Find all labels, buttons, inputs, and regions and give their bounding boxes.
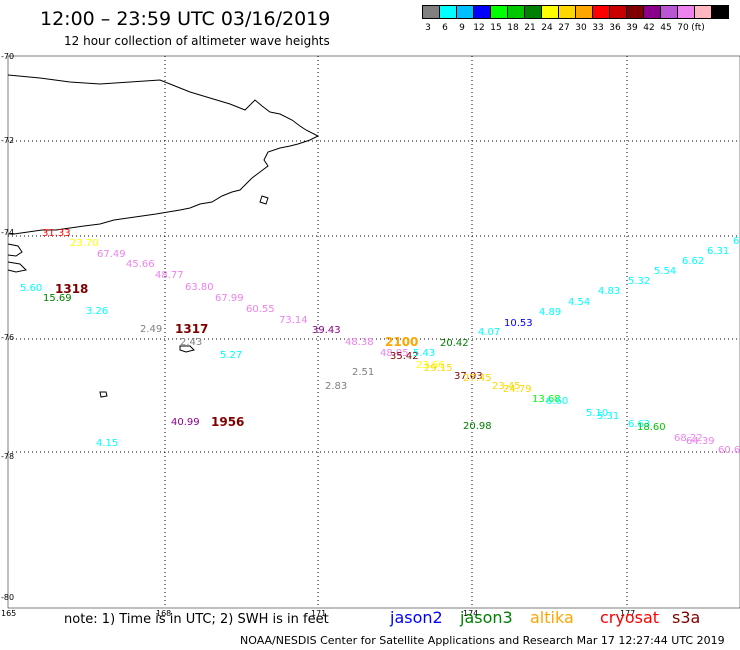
coastline (7, 74, 320, 398)
wave-height-value: 48.38 (345, 337, 374, 348)
wave-height-value: 5.10 (586, 408, 609, 419)
legend-tick: 12 (473, 23, 485, 33)
wave-height-value: 10.53 (504, 318, 533, 329)
map-title: 12:00 – 23:59 UTC 03/16/2019 (40, 8, 331, 30)
wave-height-value: 73.14 (279, 315, 308, 326)
wave-height-value: 40.99 (171, 417, 200, 428)
wave-height-value: 4.07 (478, 327, 501, 338)
wave-height-value: 2.49 (140, 324, 163, 335)
wave-height-value: 5.31 (597, 411, 620, 422)
legend-tick: 30 (575, 23, 587, 33)
lat-label: -78 (1, 452, 15, 461)
wave-height-value: 5.32 (628, 276, 651, 287)
wave-height-value: 4.54 (568, 297, 591, 308)
wave-height-value: 35.42 (390, 351, 419, 362)
satellite-cryosat: cryosat (600, 608, 660, 627)
wave-height-value: 20.42 (440, 338, 469, 349)
lon-label: 174 (463, 609, 479, 618)
footer-credit: NOAA/NESDIS Center for Satellite Applica… (240, 634, 725, 647)
wave-height-value: 48.77 (155, 270, 184, 281)
wave-height-value: 20.98 (463, 421, 492, 432)
legend-unit: (ft) (691, 23, 705, 33)
satellite-jason2: jason2 (390, 608, 443, 627)
wave-height-value: 6.31 (707, 246, 730, 257)
time-label: 2100 (385, 335, 419, 349)
wave-height-value: 5.43 (413, 348, 436, 359)
wave-height-value: 23.45 (492, 381, 521, 392)
wave-height-value: 23.66 (416, 360, 445, 371)
legend-tick: 33 (592, 23, 604, 33)
lat-label: -76 (1, 333, 15, 342)
legend-tick: 36 (609, 23, 621, 33)
lat-label: -74 (1, 228, 15, 237)
wave-height-value: 18.60 (637, 422, 666, 433)
legend-tick: 70 (677, 23, 689, 33)
wave-height-value: 15.69 (43, 293, 72, 304)
wave-height-value: 6 (733, 236, 740, 247)
wave-height-value: 6.63 (628, 419, 651, 430)
wave-height-value: 4.89 (539, 307, 562, 318)
time-label: 1317 (175, 322, 209, 336)
legend-swatch (711, 5, 729, 19)
wave-height-value: 3.26 (86, 306, 109, 317)
wave-height-value: 60.6 (718, 445, 740, 456)
wave-height-value: 48.05 (380, 348, 409, 359)
wave-height-value: 2.51 (352, 367, 375, 378)
lon-label: 165 (1, 609, 17, 618)
wave-height-value: 37.03 (454, 371, 483, 382)
map-frame (7, 55, 740, 609)
legend-tick: 45 (660, 23, 672, 33)
lat-label: -70 (1, 52, 15, 61)
wave-height-value: 27.45 (463, 373, 492, 384)
wave-height-value: 6.62 (682, 256, 705, 267)
wave-height-value: 23.70 (70, 238, 99, 249)
satellite-altika: altika (530, 608, 574, 627)
wave-height-value: 2.43 (180, 337, 203, 348)
wave-height-value: 13.68 (532, 394, 561, 405)
wave-height-value: 60.55 (246, 304, 275, 315)
map-subtitle: 12 hour collection of altimeter wave hei… (64, 34, 330, 48)
wave-height-value: 39.43 (312, 325, 341, 336)
legend-tick: 18 (507, 23, 519, 33)
legend-tick: 6 (442, 23, 448, 33)
wave-height-value: 64.39 (686, 436, 715, 447)
satellite-jason3: jason3 (460, 608, 513, 627)
wave-height-value: 2.83 (325, 381, 348, 392)
graticule (8, 56, 740, 608)
time-label: 1318 (55, 282, 89, 296)
legend-tick: 3 (425, 23, 431, 33)
legend-tick: 24 (541, 23, 553, 33)
footer-note: note: 1) Time is in UTC; 2) SWH is in fe… (64, 612, 329, 627)
lon-label: 171 (311, 609, 327, 618)
wave-height-value: 5.27 (220, 350, 243, 361)
time-label: 1956 (211, 415, 245, 429)
lon-label: 177 (620, 609, 636, 618)
legend-tick: 27 (558, 23, 570, 33)
legend-tick: 9 (459, 23, 465, 33)
lat-label: -72 (1, 136, 15, 145)
wave-height-value: 68.22 (674, 433, 703, 444)
legend-tick: 42 (643, 23, 655, 33)
wave-height-value: 67.49 (97, 249, 126, 260)
lat-label: -80 (1, 593, 15, 602)
wave-height-value: 6.60 (546, 396, 569, 407)
wave-height-value: 63.80 (185, 282, 214, 293)
wave-height-value: 5.54 (654, 266, 677, 277)
wave-height-value: 5.60 (20, 283, 43, 294)
legend-tick: 15 (490, 23, 502, 33)
wave-height-value: 31.33 (42, 228, 71, 239)
wave-height-value: 24.79 (503, 384, 532, 395)
wave-height-value: 67.99 (215, 293, 244, 304)
legend-tick: 39 (626, 23, 638, 33)
wave-height-value: 29.15 (424, 363, 453, 374)
legend-tick: 21 (524, 23, 536, 33)
wave-height-value: 4.83 (598, 286, 621, 297)
lon-label: 168 (156, 609, 172, 618)
wave-height-value: 45.66 (126, 259, 155, 270)
satellite-s3a: s3a (672, 608, 701, 627)
wave-height-value: 4.15 (96, 438, 119, 449)
